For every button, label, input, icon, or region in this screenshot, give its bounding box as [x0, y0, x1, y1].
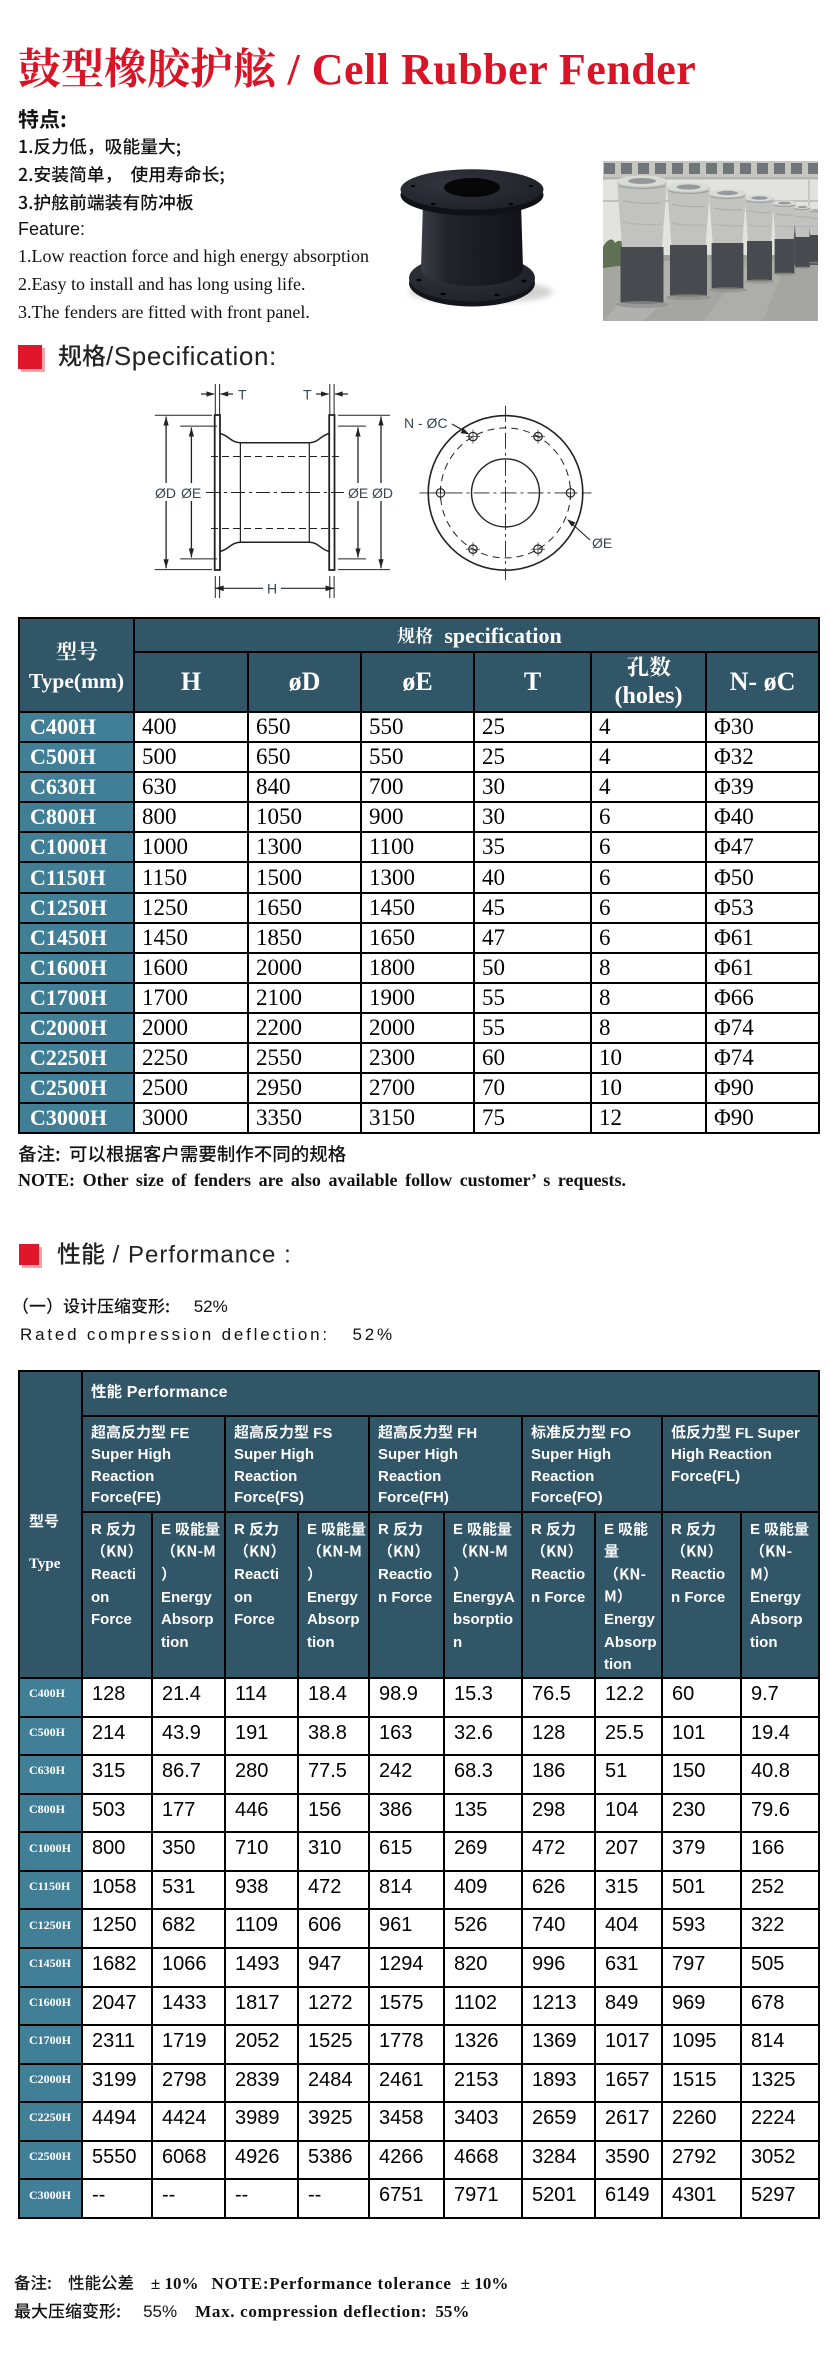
svg-text:ØD: ØD [155, 485, 176, 501]
svg-text:T: T [238, 387, 247, 403]
svg-text:N - ØC: N - ØC [404, 415, 448, 431]
svg-text:ØE: ØE [592, 535, 612, 551]
svg-text:T: T [303, 387, 312, 403]
svg-text:ØE: ØE [348, 485, 368, 501]
svg-text:H: H [267, 581, 277, 597]
svg-text:ØE: ØE [181, 485, 201, 501]
svg-text:ØD: ØD [372, 485, 393, 501]
